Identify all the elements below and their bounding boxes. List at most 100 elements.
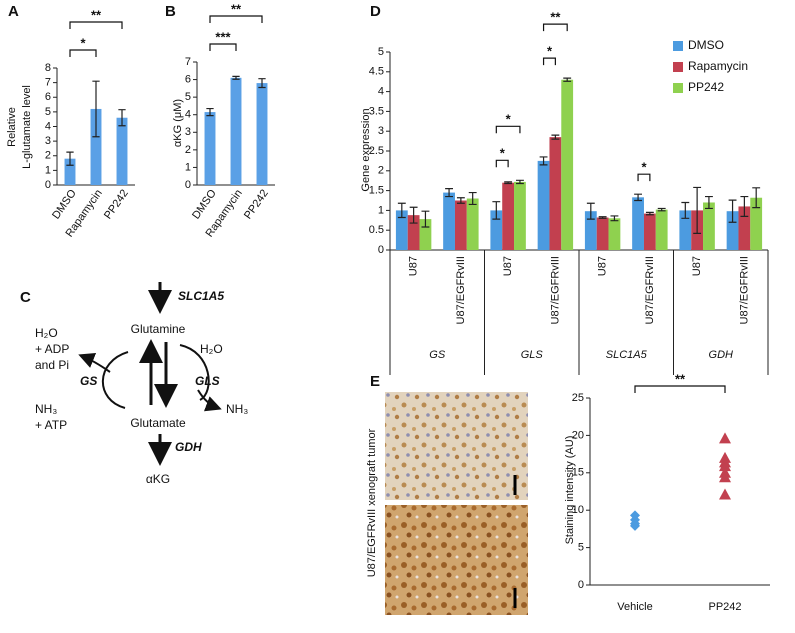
y-tick-label: 0 bbox=[45, 179, 51, 191]
x-tick-label: U87 bbox=[597, 256, 609, 276]
y-tick-label: 6 bbox=[185, 73, 191, 85]
error-bar bbox=[645, 211, 654, 216]
significance-bracket bbox=[634, 385, 726, 393]
error-bar bbox=[705, 195, 713, 210]
error-bar bbox=[492, 201, 501, 220]
error-bar bbox=[598, 216, 607, 219]
error-bar bbox=[409, 206, 418, 224]
error-bar bbox=[586, 202, 595, 220]
metabolite: NH₃ bbox=[226, 402, 248, 416]
y-tick-label: 3 bbox=[378, 125, 384, 137]
y-tick-label: 7 bbox=[185, 56, 191, 68]
y-tick-label: 0.5 bbox=[369, 224, 384, 236]
y-tick-label: 2 bbox=[185, 144, 191, 156]
significance-label: * bbox=[500, 146, 506, 161]
error-bar bbox=[539, 156, 548, 166]
y-tick-label: 2 bbox=[45, 150, 51, 162]
significance-label: * bbox=[641, 160, 647, 175]
y-axis-label: Relative bbox=[6, 107, 18, 147]
y-tick-label: 3 bbox=[185, 126, 191, 138]
bar bbox=[561, 79, 574, 250]
y-tick-label: 5 bbox=[378, 46, 384, 58]
legend-swatch bbox=[673, 83, 683, 93]
error-bar bbox=[681, 201, 690, 219]
x-tick-label: U87 bbox=[502, 256, 514, 276]
y-tick-label: 20 bbox=[572, 429, 584, 441]
bar bbox=[490, 210, 503, 250]
x-tick-label: U87/EGFRvIII bbox=[549, 256, 561, 324]
x-tick-label: Vehicle bbox=[617, 601, 652, 613]
error-bar bbox=[206, 107, 214, 117]
y-tick-label: 2 bbox=[378, 165, 384, 177]
significance-label: ** bbox=[675, 371, 686, 386]
point bbox=[719, 432, 731, 444]
bar bbox=[116, 117, 128, 185]
x-tick-label: U87 bbox=[691, 256, 703, 276]
bar bbox=[643, 213, 656, 250]
x-tick-label: U87/EGFRvIII bbox=[738, 256, 750, 324]
enzyme-label: GS bbox=[80, 374, 97, 388]
group-label: GLS bbox=[521, 349, 544, 361]
metabolite: Glutamine bbox=[131, 322, 186, 336]
metabolite: + ATP bbox=[35, 418, 67, 432]
arrow bbox=[197, 389, 222, 412]
y-axis-label: Staining intensity (AU) bbox=[564, 436, 576, 545]
y-tick-label: 4.5 bbox=[369, 66, 384, 78]
error-bar bbox=[610, 215, 619, 222]
bar bbox=[584, 211, 597, 250]
metabolite: + ADP bbox=[35, 342, 69, 356]
arc bbox=[101, 351, 129, 409]
bar bbox=[443, 192, 455, 250]
bar bbox=[90, 108, 102, 185]
bar bbox=[596, 217, 609, 250]
error-bar bbox=[445, 188, 453, 198]
significance-label: ** bbox=[91, 7, 102, 22]
bar bbox=[608, 218, 621, 250]
panel-label: B bbox=[165, 3, 176, 20]
bar bbox=[230, 77, 242, 185]
bar bbox=[703, 202, 715, 250]
y-tick-label: 0 bbox=[185, 179, 191, 191]
significance-bracket bbox=[209, 43, 237, 51]
arrow bbox=[78, 353, 111, 373]
bar bbox=[419, 219, 432, 250]
bar bbox=[466, 198, 479, 250]
bar bbox=[514, 181, 526, 250]
legend-swatch bbox=[673, 62, 683, 72]
error-bar bbox=[657, 207, 666, 212]
error-bar bbox=[563, 77, 572, 82]
group-label: GS bbox=[429, 349, 446, 361]
y-tick-label: 1 bbox=[378, 204, 384, 216]
y-tick-label: 6 bbox=[45, 91, 51, 103]
image-label: U87/EGFRvIII xenograft tumor bbox=[366, 428, 378, 577]
significance-label: * bbox=[80, 35, 86, 50]
x-tick-label: U87/EGFRvIII bbox=[455, 256, 467, 324]
bar bbox=[679, 210, 692, 250]
significance-label: * bbox=[506, 112, 512, 127]
y-tick-label: 0 bbox=[378, 244, 384, 256]
significance-bracket bbox=[69, 21, 123, 29]
significance-label: ** bbox=[550, 10, 561, 25]
y-tick-label: 4 bbox=[185, 109, 191, 121]
panel-label: D bbox=[370, 3, 381, 20]
error-bar bbox=[421, 210, 430, 228]
enzyme-label: GDH bbox=[175, 440, 202, 454]
y-tick-label: 2.5 bbox=[369, 145, 384, 157]
legend-swatch bbox=[673, 41, 683, 51]
y-tick-label: 5 bbox=[578, 542, 584, 554]
micrograph bbox=[385, 392, 528, 500]
panel-label: A bbox=[8, 3, 19, 20]
error-bar bbox=[693, 186, 702, 234]
metabolite: Glutamate bbox=[130, 416, 186, 430]
error-bar bbox=[258, 78, 266, 89]
error-bar bbox=[468, 191, 477, 206]
bar bbox=[395, 210, 408, 250]
legend-label: Rapamycin bbox=[688, 59, 748, 73]
bar bbox=[549, 137, 562, 250]
chart: 0 0.5 1 1.5 2 2.5 3 3.5 4 4.5 5 Gene expression U87 U… bbox=[360, 10, 769, 375]
micrograph bbox=[385, 505, 528, 615]
bar bbox=[256, 83, 268, 185]
bar bbox=[738, 206, 751, 250]
